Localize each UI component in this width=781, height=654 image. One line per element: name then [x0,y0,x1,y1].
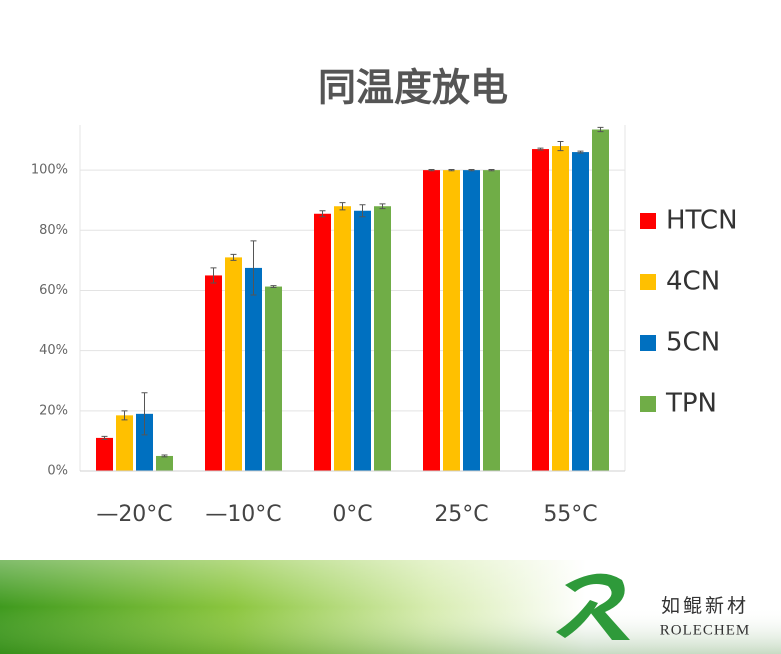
x-tick-label: —10°C [205,502,281,527]
bar [423,170,440,471]
bar [552,146,569,472]
error-bar [250,240,257,296]
error-bar [488,169,495,172]
y-tick-label: 100% [31,163,68,178]
error-bar [379,203,386,210]
bar [225,257,242,471]
error-bar [319,210,326,218]
bar [96,437,113,471]
bar [136,413,153,471]
x-tick-label: —20°C [96,502,172,527]
legend-swatch [640,213,656,229]
y-tick-label: 20% [39,403,68,418]
error-bar [270,285,277,288]
legend-swatch [640,396,656,412]
y-tick-label: 40% [39,343,68,358]
error-bar [230,253,237,261]
error-bar [339,202,346,211]
brand-cn: 如鲲新材 [661,595,749,617]
error-bar [161,454,168,458]
error-bar [557,141,564,152]
bar [443,170,460,471]
logo [556,573,630,640]
legend-swatch [640,335,656,351]
x-tick-label: 55°C [543,502,597,527]
bar [532,149,549,471]
legend-label: TPN [665,389,717,419]
bar [572,152,589,472]
bar [314,213,331,471]
y-tick-label: 80% [39,223,68,238]
bar [463,170,480,471]
error-bar [101,435,108,440]
bar [334,206,351,471]
legend-swatch [640,274,656,290]
y-tick-label: 60% [39,283,68,298]
bar [205,275,222,471]
legend-label: HTCN [666,206,738,236]
bar [483,170,500,471]
error-bar [359,204,366,218]
error-bar [448,169,455,172]
bar [116,415,133,471]
error-bar [577,150,584,154]
x-tick-label: 25°C [434,502,488,527]
x-tick-label: 0°C [332,502,372,527]
error-bar [537,147,544,151]
error-bar [468,169,475,172]
y-tick-label: 0% [47,464,68,479]
chart-title: 同温度放电 [318,66,508,110]
error-bar [121,410,128,421]
legend-label: 4CN [666,267,720,297]
bar [354,210,371,471]
bar [156,455,173,471]
bar [265,286,282,471]
brand-en: ROLECHEM [660,622,751,638]
error-bar [210,267,217,284]
bar [374,206,391,471]
error-bar [428,169,435,172]
bar [245,267,262,471]
footer-shade [0,560,781,654]
error-bar [141,392,148,436]
legend-label: 5CN [666,328,720,358]
error-bar [597,126,604,133]
bar [592,129,609,471]
